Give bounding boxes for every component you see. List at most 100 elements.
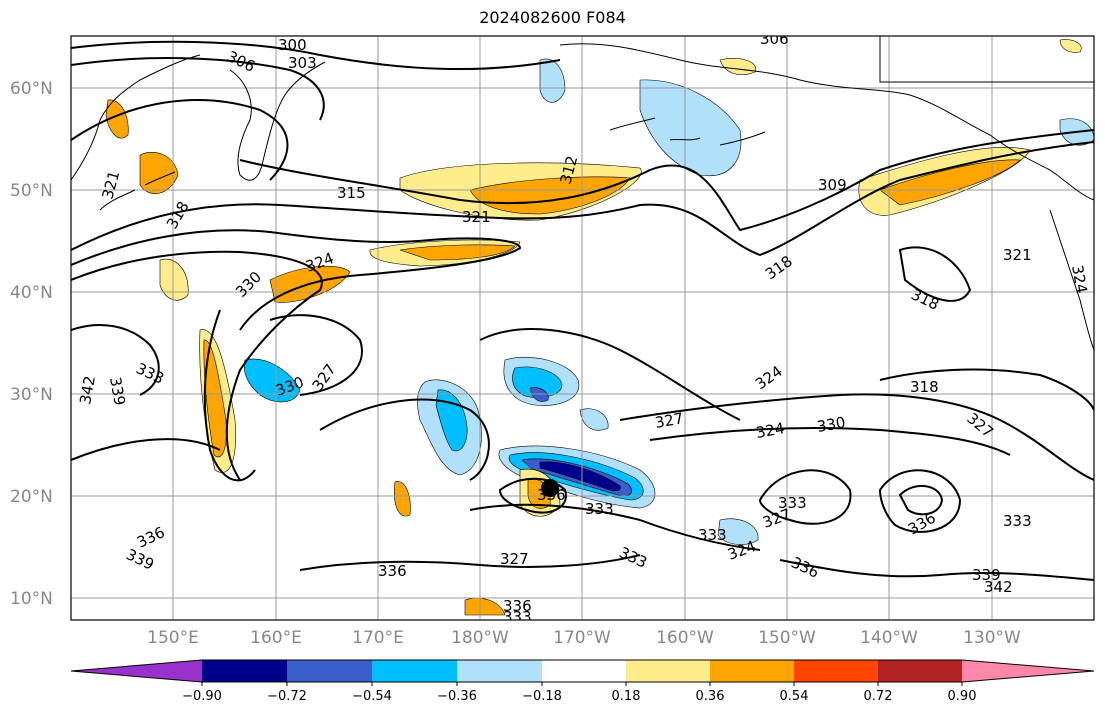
contour-label: 333 — [778, 494, 807, 512]
colorbar-segment — [626, 660, 710, 682]
positive-region — [105, 99, 129, 139]
colorbar-segment — [962, 660, 1094, 682]
positive-region — [469, 176, 631, 215]
map-area: 300 306 303 306 321 318 315 321 312 309 … — [71, 30, 1094, 626]
contours — [71, 40, 1094, 581]
contour-label: 333 — [503, 608, 532, 626]
contour-line — [203, 309, 256, 482]
map-title: 2024082600 F084 — [479, 8, 626, 27]
negative-region — [243, 358, 301, 403]
contour-label: 339 — [106, 376, 129, 407]
contour-label: 318 — [910, 378, 939, 396]
colorbar-segment — [542, 660, 626, 682]
contour-label: 336 — [537, 486, 566, 504]
longitude-label: 140°W — [860, 628, 918, 648]
contour-line — [71, 141, 1094, 257]
negative-region — [717, 518, 759, 545]
contour-label: 309 — [818, 176, 847, 194]
colorbar-segment — [878, 660, 962, 682]
longitude-label: 150°W — [758, 628, 816, 648]
contour-label: 333 — [585, 500, 614, 518]
colorbar: −0.90 −0.72 −0.54 −0.36 −0.18 0.18 0.36 … — [70, 659, 1095, 704]
colorbar-tick-label: −0.36 — [437, 689, 477, 704]
positive-region — [879, 159, 1021, 206]
contour-label: 324 — [1068, 264, 1091, 295]
contour-line — [469, 503, 761, 551]
contour-label: 321 — [1003, 246, 1032, 264]
positive-region — [1059, 39, 1082, 53]
colorbar-tick-label: 0.18 — [612, 689, 641, 704]
colorbar-tick-label: −0.54 — [352, 689, 392, 704]
colorbar-tick-label: −0.18 — [522, 689, 562, 704]
contour-line — [779, 559, 1094, 581]
contour-line — [898, 485, 944, 516]
contour-label: 327 — [654, 409, 685, 432]
contour-label: 342 — [984, 578, 1013, 596]
colorbar-segment — [202, 660, 287, 682]
colorbar-tick-label: 0.90 — [948, 689, 977, 704]
contour-line — [71, 324, 160, 396]
map-frame — [70, 35, 1095, 621]
positive-region — [464, 597, 506, 616]
negative-region — [529, 387, 549, 402]
colorbar-segment — [71, 660, 202, 682]
contour-line — [71, 229, 522, 331]
coastlines — [71, 36, 1094, 351]
positive-region — [394, 481, 411, 517]
contour-label: 306 — [760, 30, 789, 48]
contour-label: 330 — [816, 413, 847, 436]
colorbar-segment — [287, 660, 372, 682]
latitude-label: 60°N — [10, 79, 53, 99]
contour-label: 342 — [76, 374, 99, 405]
longitude-label: 130°W — [963, 628, 1021, 648]
colorbar-segment — [372, 660, 457, 682]
contour-line — [71, 40, 561, 71]
negative-region — [579, 408, 609, 431]
negative-region — [639, 79, 742, 177]
shaded-field-negative — [243, 58, 1094, 545]
coastline-kuril — [99, 171, 176, 211]
colorbar-tick-label: 0.36 — [696, 689, 725, 704]
contour-label: 336 — [503, 597, 532, 615]
colorbar-segment — [710, 660, 794, 682]
contour-label: 339 — [972, 566, 1001, 584]
colorbar-ticks — [201, 682, 963, 686]
longitude-label: 170°E — [352, 628, 404, 648]
contour-label: 327 — [500, 550, 529, 568]
contour-label: 336 — [378, 562, 407, 580]
negative-region — [512, 366, 563, 398]
contour-label: 324 — [755, 419, 786, 442]
longitude-axis: 150°E 160°E 170°E 180°W 170°W 160°W 150°… — [147, 628, 1021, 648]
contour-label: 333 — [698, 526, 727, 544]
colorbar-tick-label: −0.90 — [182, 689, 222, 704]
latitude-axis: 60°N 50°N 40°N 30°N 20°N 10°N — [10, 79, 53, 609]
colorbar-segment — [794, 660, 878, 682]
contour-line — [758, 469, 852, 525]
contour-line — [898, 246, 972, 302]
longitude-label: 160°W — [656, 628, 714, 648]
contour-line — [319, 398, 490, 481]
border-line — [879, 36, 1094, 83]
contour-line — [269, 314, 363, 396]
coastline-asia — [71, 54, 326, 181]
latitude-label: 40°N — [10, 283, 53, 303]
contour-line — [71, 57, 325, 121]
contour-label: 300 — [278, 36, 307, 54]
latitude-label: 10°N — [10, 589, 53, 609]
contour-line — [299, 554, 641, 571]
contour-line — [878, 469, 962, 533]
contour-line — [71, 250, 323, 481]
contour-label: 333 — [1003, 512, 1032, 530]
contour-line — [71, 438, 221, 461]
latitude-label: 20°N — [10, 487, 53, 507]
contour-label: 321 — [462, 208, 491, 226]
contour-line — [71, 99, 289, 181]
contour-line — [649, 427, 1011, 456]
positive-region — [399, 244, 516, 261]
coastline-west-coast — [1049, 209, 1094, 351]
colorbar-segment — [457, 660, 542, 682]
storm-center-marker — [541, 479, 559, 497]
negative-region — [539, 461, 621, 492]
colorbar-tick-label: 0.54 — [780, 689, 809, 704]
